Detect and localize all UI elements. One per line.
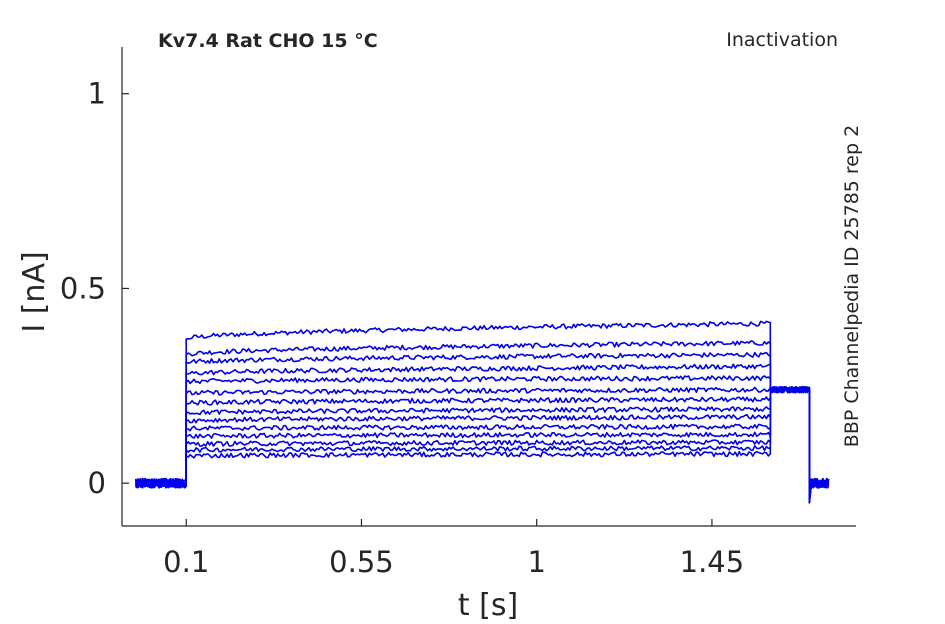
x-tick-label: 0.55	[329, 545, 394, 579]
trace-3	[134, 351, 830, 504]
side-label: BBP Channelpedia ID 25785 rep 2	[841, 125, 863, 447]
trace-12	[134, 386, 830, 504]
trace-11	[134, 386, 830, 504]
x-tick-label: 0.1	[163, 545, 209, 579]
x-axis-label: t [s]	[458, 588, 518, 623]
trace-14	[135, 386, 830, 504]
trace-4	[134, 363, 830, 504]
y-tick-label: 1	[88, 77, 106, 111]
y-tick-label: 0.5	[60, 271, 106, 305]
axes-group: 0 0.5 1 0.1 0.55 1 1.45	[60, 47, 856, 579]
trace-13	[135, 385, 830, 504]
x-tick-label: 1.45	[680, 545, 745, 579]
protocol-label: Inactivation	[726, 29, 838, 51]
trace-9	[135, 386, 830, 504]
trace-10	[134, 386, 830, 504]
traces-group	[134, 320, 830, 504]
trace-6	[135, 385, 830, 504]
trace-1	[134, 320, 829, 504]
chart-title: Kv7.4 Rat CHO 15 °C	[158, 30, 378, 52]
y-axis-label: I [nA]	[17, 251, 52, 332]
x-tick-label: 1	[527, 545, 545, 579]
trace-7	[134, 385, 829, 504]
trace-5	[134, 375, 830, 504]
trace-2	[134, 340, 830, 504]
trace-8	[135, 386, 829, 504]
y-tick-label: 0	[88, 466, 106, 500]
